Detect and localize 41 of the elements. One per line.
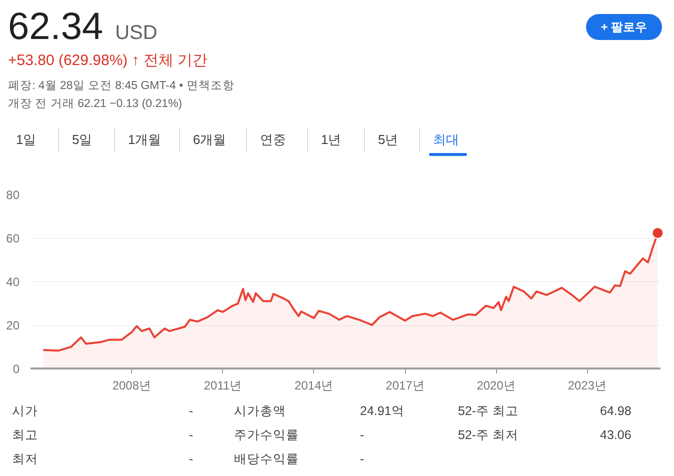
text: 52-주 최고	[458, 403, 519, 420]
y-tick-label: 40	[6, 275, 20, 289]
text: 24.91억	[360, 403, 404, 420]
text: 43.06	[600, 427, 632, 444]
text: 5년	[378, 131, 398, 149]
text: 64.98	[600, 403, 632, 420]
y-tick-label: 0	[12, 362, 20, 376]
text: -	[360, 427, 364, 444]
x-tick-label: 2014년	[294, 378, 334, 392]
x-tick-label: 2008년	[112, 378, 152, 392]
text: 5일	[72, 131, 92, 149]
text: -	[189, 403, 194, 420]
x-tick-label: 2020년	[476, 378, 516, 392]
text: -	[189, 451, 194, 468]
text: 최대	[433, 131, 459, 149]
chart-title: 62.34	[8, 6, 104, 48]
text: 52-주 최저	[458, 427, 519, 444]
text: 6개월	[193, 131, 226, 149]
y-tick-label: 60	[6, 232, 20, 246]
text: 시가총액	[234, 403, 286, 420]
text: 개장 전 거래 62.21 −0.13 (0.21%)	[8, 97, 182, 112]
text: -	[189, 427, 194, 444]
text: 1년	[321, 131, 342, 149]
text: 1일	[16, 131, 36, 149]
x-tick-label: 2017년	[386, 378, 424, 392]
x-tick-label: 2011년	[204, 378, 242, 392]
text: -	[360, 451, 364, 468]
x-tick-label: 2023년	[568, 378, 607, 392]
text: 폐장: 4월 28일 오전 8:45 GMT-4 • 면책조항	[8, 79, 234, 94]
text: 배당수익률	[234, 451, 299, 468]
text: 연중	[260, 131, 286, 149]
text: 주가수익률	[234, 427, 299, 444]
text: + 팔로우	[586, 14, 662, 40]
text: 최저	[12, 451, 38, 468]
text: 1개월	[128, 131, 162, 149]
text: 최고	[12, 427, 38, 444]
y-tick-label: 80	[6, 188, 20, 202]
chart-subtitle: USD	[115, 22, 158, 44]
text: 시가	[12, 403, 38, 420]
y-tick-label: 20	[6, 318, 20, 332]
text: +53.80 (629.98%) ↑ 전체 기간	[8, 51, 208, 71]
